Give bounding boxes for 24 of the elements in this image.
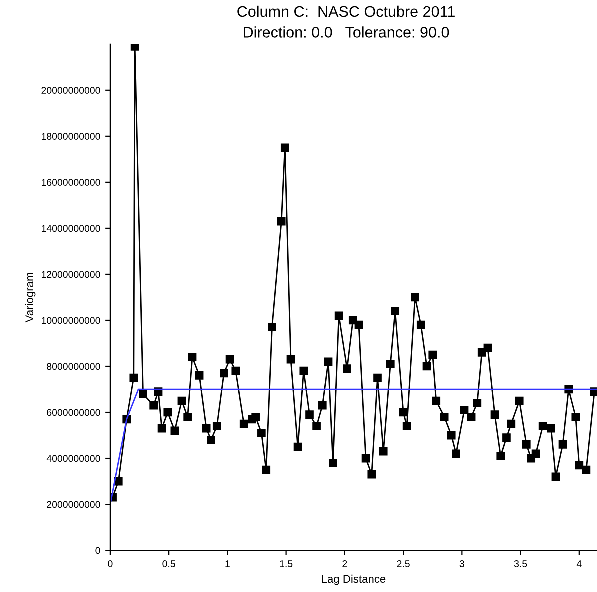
y-tick-label: 14000000000	[42, 225, 100, 232]
y-tick-label: 12000000000	[42, 271, 100, 278]
x-tick-label: 2.5	[397, 560, 410, 568]
x-tick-label: 1	[226, 560, 230, 568]
x-tick-label: 3	[460, 560, 464, 568]
y-tick-label: 10000000000	[42, 317, 100, 324]
y-tick-label: 6000000000	[47, 409, 100, 416]
x-tick-label: 3.5	[514, 560, 528, 568]
y-tick-label: 16000000000	[42, 179, 100, 186]
chart-title: Column C: NASC Octubre 2011	[238, 6, 455, 18]
y-tick-label: 4000000000	[46, 455, 100, 462]
y-axis-title: Variogram	[25, 272, 36, 323]
y-tick-label: 2000000000	[47, 501, 100, 508]
y-tick-label: 18000000000	[42, 133, 100, 140]
x-tick-label: 4	[576, 560, 582, 568]
chart-subtitle: Direction: 0.0 Tolerance: 90.0	[244, 26, 450, 38]
x-tick-label: 0	[108, 560, 113, 568]
x-tick-label: 0.5	[162, 560, 176, 568]
x-tick-label: 1.5	[280, 560, 293, 568]
y-tick-label: 8000000000	[47, 363, 100, 370]
x-axis-title: Lag Distance	[322, 574, 386, 586]
y-tick-label: 20000000000	[42, 87, 100, 94]
x-tick-label: 2	[342, 560, 348, 568]
y-tick-label: 0	[96, 547, 100, 554]
